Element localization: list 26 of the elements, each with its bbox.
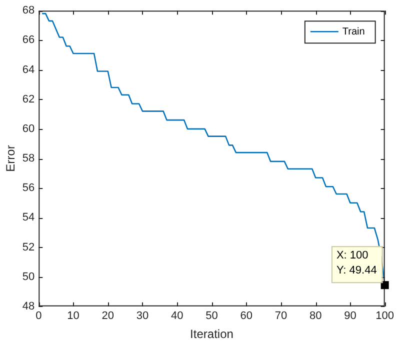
y-tick-label: 54 <box>22 212 35 224</box>
y-tick-label: 66 <box>22 34 35 46</box>
y-tick-label: 56 <box>22 182 35 194</box>
x-tick-label: 60 <box>240 310 252 322</box>
x-tick-label: 0 <box>36 310 42 322</box>
x-tick-label: 70 <box>274 310 288 322</box>
x-tick-label: 80 <box>309 310 322 322</box>
annotation: X: 100 Y: 49.44 <box>336 250 377 277</box>
x-tick-label: 100 <box>376 310 394 322</box>
y-tick-label: 48 <box>22 300 35 312</box>
y-tick-label: 68 <box>22 4 35 17</box>
x-tick-label: 30 <box>136 310 149 322</box>
y-tick-label: 58 <box>22 152 35 165</box>
x-tick-label: 40 <box>170 310 184 322</box>
y-tick-label: 50 <box>22 270 35 283</box>
y-tick-label: 64 <box>22 64 35 76</box>
x-tick-label: 90 <box>344 310 356 322</box>
x-axis-title: Iteration <box>190 327 234 342</box>
y-axis-title: Error <box>4 145 18 172</box>
x-tick-label: 20 <box>102 310 114 322</box>
x-tick-label: 10 <box>67 310 80 322</box>
y-tick-label: 60 <box>22 122 35 135</box>
y-tick-label: 62 <box>22 93 35 106</box>
legend-label: Train <box>342 26 365 38</box>
x-tick-label: 50 <box>206 310 218 322</box>
y-tick-label: 52 <box>22 241 35 254</box>
